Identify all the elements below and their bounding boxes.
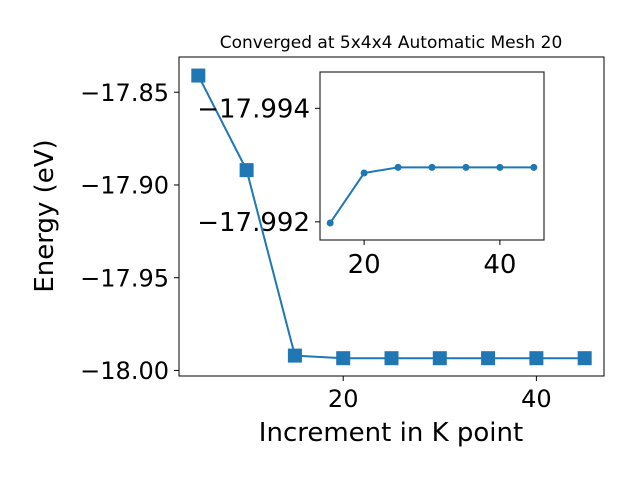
main-axis-ticks: 20 40 −17.85 −17.90 −17.95 −18.00 xyxy=(80,79,551,413)
inset-y-tick-label: −17.992 xyxy=(197,208,310,238)
main-data-point xyxy=(577,351,592,366)
main-x-tick-label: 40 xyxy=(521,385,552,413)
inset-axis-ticks: 20 40 −17.994 −17.992 xyxy=(197,95,516,280)
inset-plot-frame xyxy=(319,71,545,241)
x-axis-label: Increment in K point xyxy=(259,418,523,448)
inset-data-point xyxy=(360,169,368,177)
chart-title: Converged at 5x4x4 Automatic Mesh 20 xyxy=(220,33,563,53)
inset-data-point xyxy=(326,219,334,227)
inset-plot-area: 20 40 −17.994 −17.992 xyxy=(197,71,545,280)
main-data-point xyxy=(529,351,544,366)
main-plot-frame xyxy=(178,56,605,377)
inset-y-tick-label: −17.994 xyxy=(197,95,310,125)
main-data-point xyxy=(432,351,447,366)
main-series xyxy=(191,68,592,366)
main-data-point xyxy=(191,68,206,83)
y-axis-label: Energy (eV) xyxy=(30,139,60,292)
inset-data-point xyxy=(530,163,538,171)
main-plot-area: Converged at 5x4x4 Automatic Mesh 20 Inc… xyxy=(30,33,605,448)
inset-data-point xyxy=(462,163,470,171)
main-data-point xyxy=(239,163,254,178)
main-x-tick-label: 20 xyxy=(328,385,359,413)
inset-x-tick-label: 20 xyxy=(348,250,381,280)
main-y-tick-label: −17.85 xyxy=(80,79,169,107)
main-data-point xyxy=(384,351,399,366)
main-data-point xyxy=(336,351,351,366)
main-data-point xyxy=(481,351,496,366)
inset-series xyxy=(326,163,538,227)
inset-data-point xyxy=(428,163,436,171)
inset-x-tick-label: 40 xyxy=(483,250,516,280)
main-y-tick-label: −17.90 xyxy=(80,172,169,200)
inset-data-point xyxy=(394,163,402,171)
main-data-point xyxy=(287,348,302,363)
inset-data-point xyxy=(496,163,504,171)
main-y-tick-label: −18.00 xyxy=(80,357,169,385)
main-y-tick-label: −17.95 xyxy=(80,264,169,292)
